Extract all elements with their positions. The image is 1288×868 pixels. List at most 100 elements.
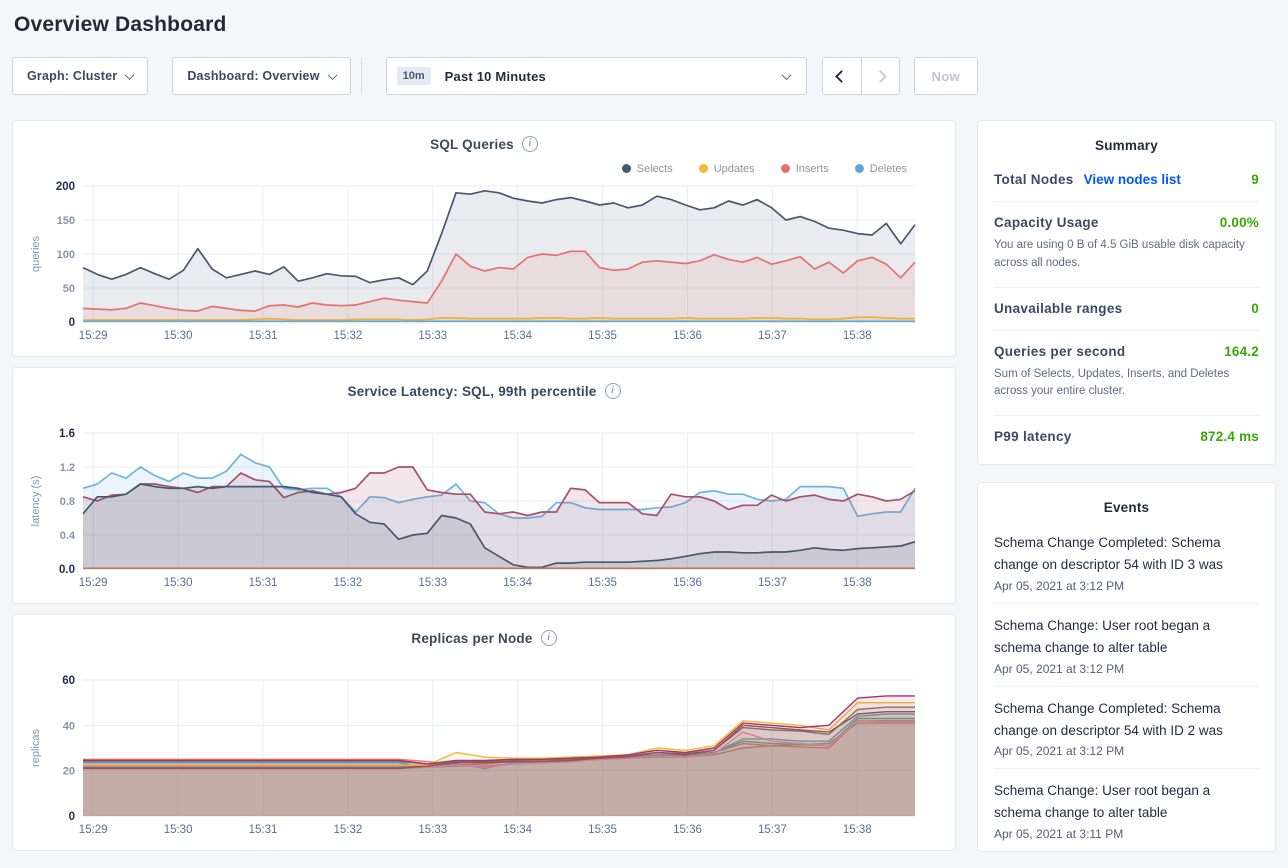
info-icon[interactable]: i: [540, 630, 557, 646]
event-item: Schema Change Completed: Schema change o…: [994, 521, 1259, 603]
chart-series-fill: [83, 723, 915, 816]
y-tick-label: 0: [69, 811, 75, 823]
x-tick-label: 15:30: [164, 330, 193, 342]
y-tick-label: 50: [63, 283, 75, 295]
summary-label: Queries per second: [994, 343, 1126, 359]
chart-series-fill: [83, 484, 915, 569]
time-forward-button[interactable]: [860, 58, 899, 94]
summary-row-capacity-usage: Capacity Usage 0.00% You are using 0 B o…: [994, 201, 1259, 287]
x-tick-label: 15:30: [164, 824, 193, 836]
x-tick-label: 15:36: [673, 330, 702, 342]
x-tick-label: 15:33: [418, 824, 447, 836]
legend-dot: [854, 164, 864, 173]
x-tick-label: 15:32: [333, 577, 362, 589]
service-latency-chart[interactable]: 15:29 15:30 15:31 15:32 15:33 15:34 15:35 15:36…: [25, 425, 945, 593]
x-tick-label: 15:34: [503, 824, 532, 836]
legend-item-inserts: Inserts: [780, 161, 829, 176]
x-tick-label: 15:38: [843, 330, 872, 342]
x-tick-label: 15:36: [673, 577, 702, 589]
summary-row-unavailable-ranges: Unavailable ranges 0: [994, 286, 1259, 330]
chart-series-line: [82, 250, 916, 312]
event-item: Schema Change Completed: Schema change o…: [994, 685, 1259, 769]
chart-series-line: [82, 483, 916, 569]
chart-series-line: [83, 702, 915, 766]
event-text: Schema Change: User root began a schema …: [994, 783, 1211, 821]
x-tick-label: 15:29: [79, 577, 108, 589]
event-timestamp: Apr 05, 2021 at 3:12 PM: [994, 578, 1125, 593]
summary-label: Capacity Usage: [994, 215, 1099, 230]
toolbar-divider: [360, 57, 362, 95]
now-button[interactable]: Now: [913, 57, 978, 95]
event-text: Schema Change Completed: Schema change o…: [994, 700, 1223, 738]
y-tick-label: 0.4: [60, 530, 76, 542]
summary-heading: Summary: [1095, 138, 1158, 153]
chevron-down-icon: [124, 69, 135, 80]
event-timestamp: Apr 05, 2021 at 3:11 PM: [994, 827, 1124, 842]
view-nodes-list-link[interactable]: View nodes list: [1083, 172, 1181, 187]
chart-title: Service Latency: SQL, 99th percentile: [347, 383, 597, 399]
time-range-label: Past 10 Minutes: [444, 68, 546, 84]
service-latency-card: Service Latency: SQL, 99th percentile i …: [12, 367, 956, 604]
summary-value: 9: [1251, 172, 1259, 187]
x-tick-label: 15:29: [79, 330, 108, 342]
y-axis-unit-label: latency (s): [30, 476, 42, 527]
x-tick-label: 15:32: [333, 824, 362, 836]
summary-row-p99-latency: P99 latency 872.4 ms: [994, 415, 1259, 458]
y-tick-label: 40: [63, 720, 75, 732]
x-tick-label: 15:35: [588, 824, 617, 836]
chevron-left-icon: [835, 69, 849, 83]
event-timestamp: Apr 05, 2021 at 3:12 PM: [994, 744, 1125, 759]
y-tick-label: 150: [57, 215, 75, 227]
x-tick-label: 15:29: [79, 824, 108, 836]
summary-panel: Summary Total Nodes View nodes list 9 Ca…: [977, 120, 1276, 466]
time-range-badge: 10m: [396, 67, 431, 85]
sql-queries-chart[interactable]: 15:29 15:30 15:31 15:32 15:33 15:34 15:35 15:36…: [25, 178, 945, 346]
x-tick-label: 15:30: [164, 577, 193, 589]
summary-row-queries-per-second: Queries per second 164.2 Sum of Selects,…: [994, 329, 1259, 416]
time-range-dropdown[interactable]: 10m Past 10 Minutes: [385, 57, 807, 95]
chart-title: SQL Queries: [430, 136, 514, 152]
x-tick-label: 15:38: [843, 577, 872, 589]
legend-item-updates: Updates: [698, 161, 755, 176]
replicas-per-node-card: Replicas per Node i 15:29 15:30 15:31 15:32…: [12, 614, 956, 851]
chevron-down-icon: [327, 69, 338, 80]
x-tick-label: 15:31: [249, 824, 278, 836]
chart-series-fill: [83, 454, 915, 569]
x-tick-label: 15:31: [249, 330, 278, 342]
toolbar: Graph: Cluster Dashboard: Overview 10m P…: [12, 57, 1276, 95]
graph-dropdown[interactable]: Graph: Cluster: [12, 57, 149, 95]
summary-label: P99 latency: [994, 429, 1072, 445]
chevron-right-icon: [873, 69, 887, 83]
legend-item-selects: Selects: [621, 161, 673, 176]
summary-value: 872.4 ms: [1200, 429, 1259, 445]
summary-desc: Sum of Selects, Updates, Inserts, and De…: [994, 367, 1230, 398]
time-back-button[interactable]: [823, 58, 861, 94]
summary-label: Unavailable ranges: [994, 300, 1123, 316]
x-tick-label: 15:32: [333, 330, 362, 342]
charts-column: SQL Queries i Selects Updates Inserts De…: [12, 120, 956, 851]
dashboard-dropdown[interactable]: Dashboard: Overview: [172, 57, 351, 95]
info-icon[interactable]: i: [521, 136, 538, 152]
summary-label: Total Nodes: [994, 172, 1074, 187]
x-tick-label: 15:34: [503, 577, 532, 589]
summary-desc: You are using 0 B of 4.5 GiB usable disk…: [994, 239, 1245, 269]
info-icon[interactable]: i: [604, 383, 621, 399]
chart-series-fill: [83, 467, 915, 569]
x-tick-label: 15:35: [588, 577, 617, 589]
x-tick-label: 15:33: [418, 330, 447, 342]
event-text: Schema Change Completed: Schema change o…: [994, 535, 1223, 573]
chart-series-fill: [83, 190, 915, 322]
summary-value: 0: [1251, 300, 1259, 316]
replicas-per-node-chart[interactable]: 15:29 15:30 15:31 15:32 15:33 15:34 15:35 15:36…: [25, 672, 945, 840]
chart-series-fill: [83, 711, 915, 816]
graph-dropdown-label: Graph: Cluster: [27, 69, 118, 83]
summary-value: 0.00%: [1219, 215, 1259, 230]
y-tick-label: 200: [56, 181, 75, 193]
y-tick-label: 60: [62, 675, 75, 687]
events-heading: Events: [1103, 500, 1150, 516]
event-text: Schema Change: User root began a schema …: [994, 617, 1211, 655]
dashboard-dropdown-label: Dashboard: Overview: [187, 69, 320, 83]
sql-queries-card: SQL Queries i Selects Updates Inserts De…: [12, 120, 956, 357]
y-tick-label: 0.0: [59, 564, 75, 576]
x-tick-label: 15:33: [418, 577, 447, 589]
